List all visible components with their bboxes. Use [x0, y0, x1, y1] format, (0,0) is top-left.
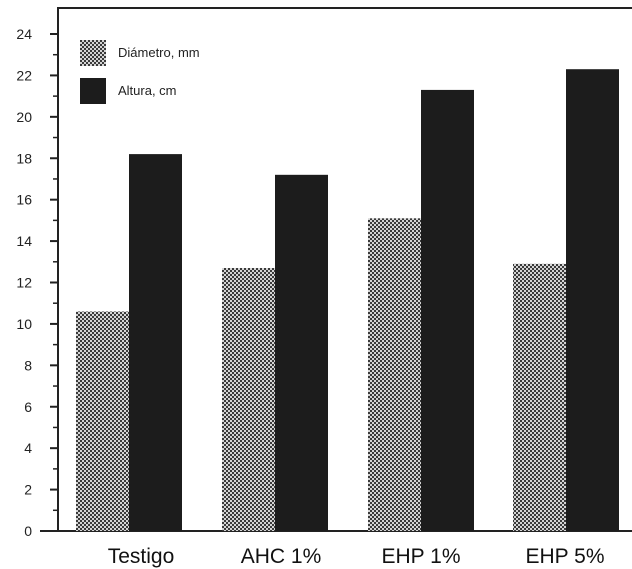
y-tick-label: 4 [24, 440, 32, 456]
bar-altura-3 [566, 69, 619, 532]
legend-swatch [80, 40, 106, 66]
y-tick-label: 22 [16, 67, 32, 83]
bar-altura-0 [129, 154, 182, 531]
category-label: Testigo [108, 545, 175, 568]
y-tick-label: 2 [24, 482, 32, 498]
y-tick-label: 14 [16, 233, 32, 249]
bar-diametro-2 [368, 218, 421, 531]
category-label: EHP 5% [526, 545, 605, 568]
y-tick-label: 8 [24, 357, 32, 373]
legend-label: Altura, cm [118, 83, 177, 98]
legend-label: Diámetro, mm [118, 45, 200, 60]
y-tick-label: 12 [16, 275, 32, 291]
bar-altura-2 [421, 89, 474, 531]
category-labels: Testigo AHC 1% EHP 1% EHP 5% [108, 545, 605, 568]
bar-altura-1 [275, 174, 328, 532]
bar-diametro-0 [76, 311, 129, 531]
bars-group [76, 69, 619, 532]
legend-swatch [80, 78, 106, 104]
y-tick-label: 0 [24, 523, 32, 539]
bar-diametro-3 [513, 263, 566, 531]
y-tick-label: 18 [16, 150, 32, 166]
y-tick-label: 20 [16, 109, 32, 125]
y-tick-label: 16 [16, 192, 32, 208]
category-label: AHC 1% [241, 545, 322, 568]
category-label: EHP 1% [382, 545, 461, 568]
y-tick-label: 10 [16, 316, 32, 332]
y-tick-label: 24 [16, 26, 32, 42]
legend: Diámetro, mm Altura, cm [80, 40, 200, 104]
y-tick-label: 6 [24, 399, 32, 415]
bar-diametro-1 [222, 268, 275, 531]
